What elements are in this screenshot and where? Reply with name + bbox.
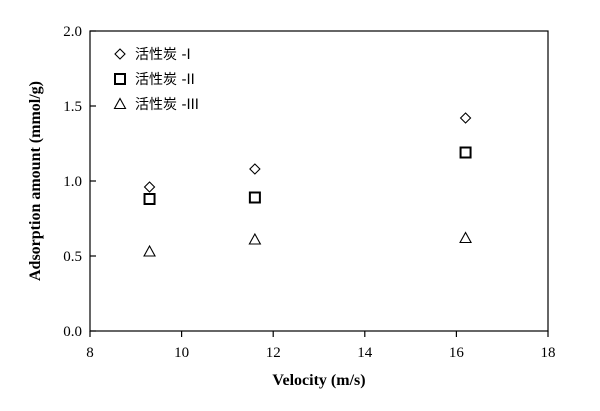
data-point-triangle [459, 231, 472, 244]
data-point-diamond [249, 163, 261, 175]
legend-marker-square [114, 73, 126, 85]
data-point-square [143, 193, 156, 205]
legend-marker-triangle [113, 97, 127, 110]
y-tick-label: 1.5 [63, 99, 82, 115]
data-point-square [248, 191, 261, 204]
y-tick-label: 0.5 [63, 249, 82, 265]
y-tick-label: 0.0 [63, 324, 82, 340]
x-tick-label: 16 [449, 345, 465, 361]
data-point-triangle [248, 232, 262, 245]
legend: 活性炭 -I 活性炭 -II 活性炭 -III [113, 47, 199, 113]
y-tick-label: 1.0 [63, 174, 82, 190]
y-axis-title: Adsorption amount (mmol/g) [27, 81, 44, 281]
data-point-diamond [143, 181, 156, 193]
x-tick-label: 10 [174, 345, 189, 361]
y-axis: 0.0 0.5 1.0 1.5 2.0 [63, 24, 96, 340]
data-point-diamond [459, 112, 472, 124]
data-point-square [459, 146, 472, 159]
legend-label: 活性炭 -II [135, 72, 195, 88]
x-tick-label: 14 [357, 345, 373, 361]
x-tick-label: 18 [541, 345, 556, 361]
y-tick-label: 2.0 [63, 24, 82, 40]
legend-label: 活性炭 -I [135, 47, 191, 63]
x-axis-title: Velocity (m/s) [272, 372, 365, 389]
data-points [143, 112, 472, 257]
legend-label: 活性炭 -III [135, 97, 199, 113]
data-point-triangle [143, 244, 156, 257]
x-tick-label: 12 [266, 345, 281, 361]
x-axis: 8 10 12 14 16 18 [86, 331, 556, 361]
x-tick-label: 8 [86, 345, 94, 361]
legend-marker-diamond [114, 48, 126, 60]
